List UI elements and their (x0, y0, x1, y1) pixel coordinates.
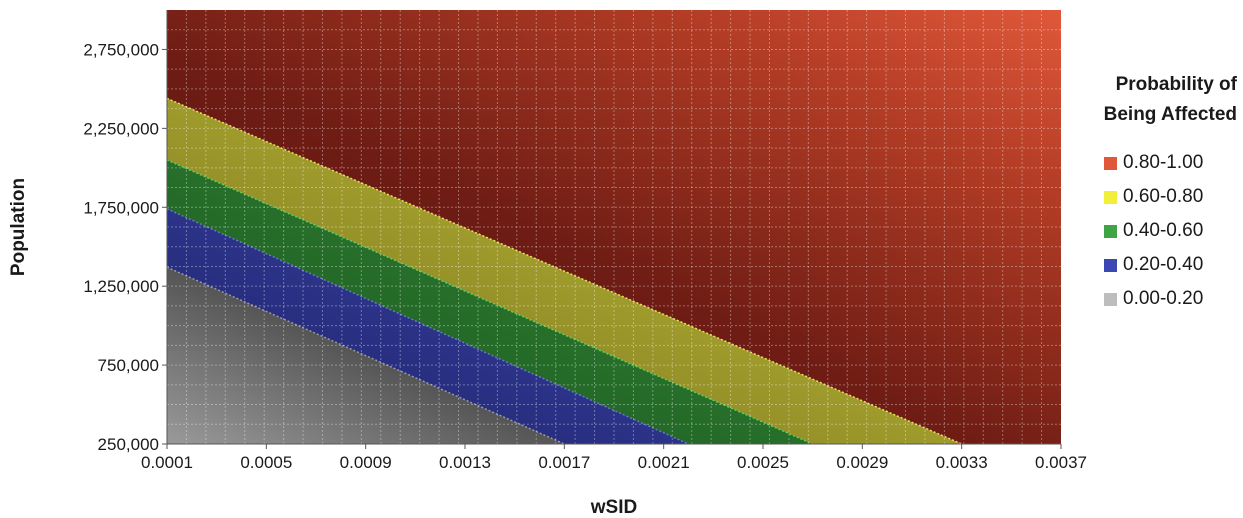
band-boundary (167, 208, 689, 444)
legend-swatch (1104, 156, 1117, 170)
legend-label: 0.20-0.40 (1123, 254, 1204, 275)
x-tick-label: 0.0001 (141, 453, 193, 472)
legend-item: 0.80-1.00 (1104, 146, 1242, 180)
legend-swatch (1104, 258, 1117, 272)
legend: Probability of Being Affected 0.80-1.00 0… (1092, 70, 1242, 316)
band-boundary (167, 97, 962, 444)
x-tick-label: 0.0021 (638, 453, 690, 472)
y-tick-label: 250,000 (98, 435, 159, 454)
legend-item: 0.60-0.80 (1104, 180, 1242, 214)
x-tick-label: 0.0029 (836, 453, 888, 472)
x-tick-label: 0.0013 (439, 453, 491, 472)
legend-list: 0.80-1.00 0.60-0.80 0.40-0.60 0.20-0.40 0.00… (1104, 146, 1242, 316)
y-axis: 250,000 750,000 1,250,000 1,750,000 2,250,00… (83, 10, 168, 454)
band-boundary (167, 159, 813, 444)
legend-swatch (1104, 224, 1117, 238)
y-tick-label: 2,250,000 (83, 119, 159, 138)
x-tick-label: 0.0005 (240, 453, 292, 472)
x-tick-label: 0.0025 (737, 453, 789, 472)
x-tick-label: 0.0033 (936, 453, 988, 472)
gridlines (167, 10, 1061, 444)
legend-item: 0.40-0.60 (1104, 214, 1242, 248)
legend-title-line: Probability of (1115, 74, 1237, 95)
legend-swatch (1104, 292, 1117, 306)
legend-swatch (1104, 190, 1117, 204)
y-tick-label: 2,750,000 (83, 40, 159, 59)
x-tick-label: 0.0037 (1035, 453, 1087, 472)
y-tick-label: 750,000 (98, 356, 159, 375)
band-boundary (167, 266, 565, 444)
legend-title: Probability of Being Affected (1092, 70, 1237, 130)
plot-area (167, 10, 1061, 444)
y-tick-label: 1,750,000 (83, 198, 159, 217)
x-tick-label: 0.0009 (340, 453, 392, 472)
x-axis: 0.0001 0.0005 0.0009 0.0013 0.0017 0.0021 0.00… (141, 443, 1087, 472)
y-axis-title: Population (8, 178, 29, 276)
legend-label: 0.80-1.00 (1123, 152, 1204, 173)
legend-label: 0.60-0.80 (1123, 186, 1204, 207)
legend-label: 0.40-0.60 (1123, 220, 1204, 241)
y-tick-label: 1,250,000 (83, 277, 159, 296)
legend-title-line: Being Affected (1103, 104, 1237, 125)
legend-item: 0.20-0.40 (1104, 248, 1242, 282)
legend-item: 0.00-0.20 (1104, 282, 1242, 316)
x-tick-label: 0.0017 (538, 453, 590, 472)
legend-label: 0.00-0.20 (1123, 288, 1204, 309)
x-axis-title: wSID (590, 497, 637, 518)
